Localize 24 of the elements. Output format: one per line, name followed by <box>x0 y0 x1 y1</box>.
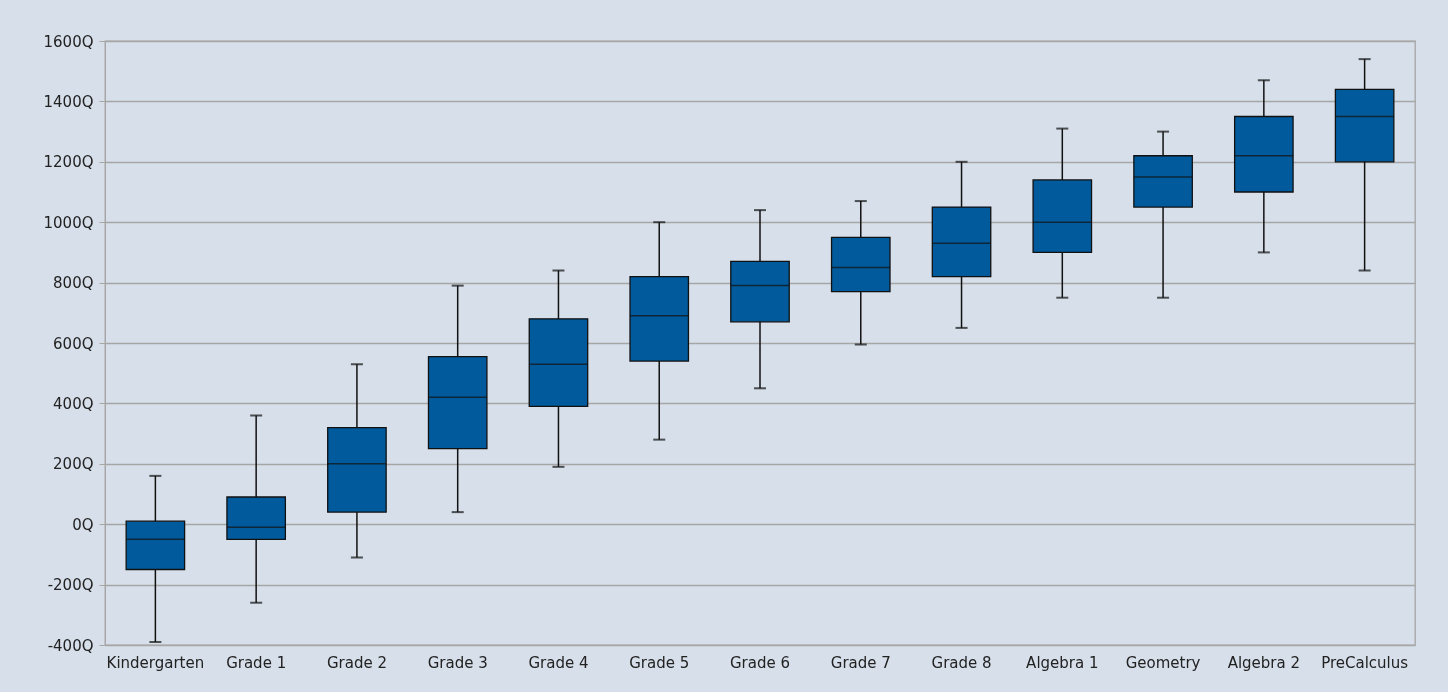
y-tick-label: 0Q <box>72 515 94 534</box>
x-tick-label: Geometry <box>1125 653 1201 672</box>
y-tick-label: -200Q <box>47 576 94 595</box>
y-tick-label: 400Q <box>53 394 94 413</box>
x-tick-label: Grade 8 <box>931 653 992 672</box>
x-tick-label: Kindergarten <box>106 653 205 672</box>
y-tick-label: 200Q <box>53 455 94 474</box>
x-tick-label: Grade 7 <box>830 653 891 672</box>
y-tick-label: 1400Q <box>43 92 94 111</box>
x-tick-label: PreCalculus <box>1321 653 1409 672</box>
x-tick-label: Grade 2 <box>326 653 387 672</box>
y-tick-label: -400Q <box>47 636 94 655</box>
y-tick-label: 1000Q <box>43 213 94 232</box>
x-tick-label: Grade 6 <box>729 653 791 672</box>
x-tick-label: Algebra 1 <box>1026 653 1099 672</box>
x-tick-label: Grade 4 <box>528 653 589 672</box>
y-tick-label: 600Q <box>53 334 94 353</box>
x-tick-label: Grade 1 <box>226 653 287 672</box>
y-tick-label: 800Q <box>53 274 94 293</box>
y-tick-label: 1600Q <box>43 32 94 51</box>
x-tick-label: Grade 3 <box>427 653 488 672</box>
x-tick-label: Grade 5 <box>629 653 690 672</box>
y-tick-label: 1200Q <box>43 153 94 172</box>
x-tick-label: Algebra 2 <box>1227 653 1301 672</box>
